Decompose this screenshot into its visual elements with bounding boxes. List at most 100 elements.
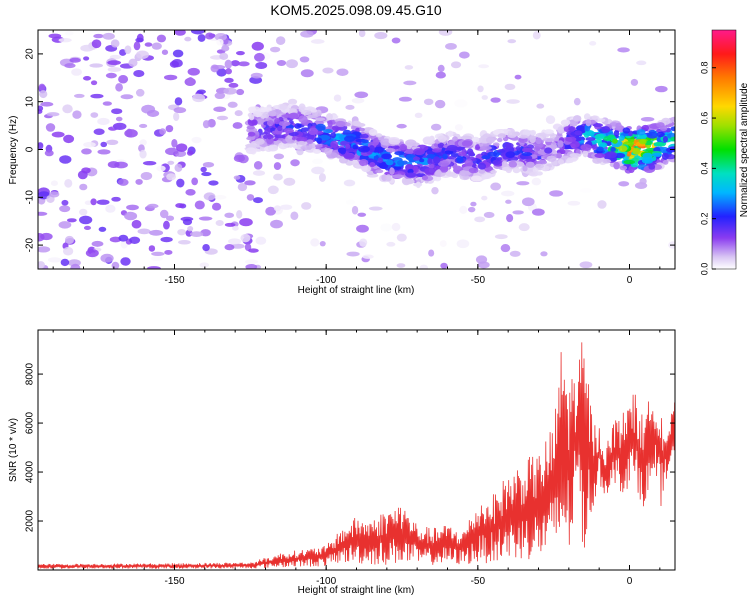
heatmap-cell — [519, 134, 529, 139]
heatmap-cell — [198, 216, 213, 221]
heatmap-cell — [591, 144, 598, 149]
heatmap-cell — [507, 39, 517, 44]
snr-x-label: Height of straight line (km) — [298, 585, 415, 596]
heatmap-cell — [521, 197, 535, 207]
heatmap-cell — [300, 145, 312, 151]
heatmap-cell — [216, 68, 227, 77]
heatmap-cell — [481, 155, 491, 160]
heatmap-cell — [545, 115, 556, 124]
heatmap-cell — [413, 165, 419, 173]
heatmap-cell — [201, 172, 212, 177]
heatmap-cell — [246, 125, 256, 130]
heatmap-cell — [458, 51, 470, 59]
heatmap-cell — [253, 197, 263, 204]
heatmap-cell — [175, 203, 185, 208]
heatmap-cell — [85, 249, 99, 258]
heatmap-cell — [636, 129, 646, 136]
heatmap-cell — [205, 32, 215, 40]
heatmap-cell — [202, 162, 215, 168]
heatmap-cell — [359, 159, 369, 167]
heatmap-cell — [228, 82, 239, 88]
heatmap-cell — [438, 30, 453, 36]
heatmap-cell — [110, 39, 120, 48]
heatmap-cell — [414, 112, 423, 119]
heatmap-cell — [405, 172, 417, 178]
heatmap-cell — [593, 123, 603, 128]
heatmap-cell — [161, 49, 169, 55]
heatmap-cell — [601, 126, 611, 133]
heatmap-cell — [651, 152, 663, 157]
heatmap-cell — [662, 135, 668, 143]
heatmap-cell — [167, 160, 175, 165]
heatmap-cell — [105, 204, 116, 213]
heatmap-cell — [187, 67, 200, 76]
heatmap-cell — [111, 108, 123, 115]
heatmap-cell — [336, 68, 349, 76]
heatmap-cell — [109, 236, 122, 243]
heatmap-cell — [454, 124, 464, 131]
heatmap-cell — [359, 127, 365, 132]
heatmap-cell — [90, 198, 97, 206]
heatmap-cell — [405, 139, 417, 146]
heatmap-cell — [377, 157, 384, 164]
heatmap-cell — [312, 149, 322, 154]
heatmap-cell — [618, 145, 628, 152]
heatmap-cell — [399, 143, 408, 151]
heatmap-cell — [531, 177, 542, 186]
heatmap-cell — [288, 112, 299, 120]
heatmap-cell — [294, 123, 302, 129]
heatmap-cell — [343, 179, 356, 187]
heatmap-cell — [51, 131, 65, 138]
heatmap-cell — [187, 226, 194, 232]
heatmap-cell — [190, 30, 205, 35]
spectrogram-y-tick-label: -10 — [25, 190, 36, 205]
heatmap-cell — [500, 244, 511, 253]
heatmap-cell — [93, 33, 104, 39]
heatmap-cell — [69, 57, 81, 63]
heatmap-cell — [224, 244, 235, 251]
heatmap-cell — [112, 122, 127, 131]
heatmap-cell — [556, 152, 562, 159]
heatmap-cell — [200, 166, 207, 173]
heatmap-cell — [59, 155, 72, 164]
heatmap-cell — [403, 80, 417, 86]
heatmap-cell — [452, 136, 458, 142]
heatmap-cell — [386, 241, 396, 247]
heatmap-cell — [283, 128, 294, 134]
heatmap-cell — [525, 158, 536, 163]
heatmap-cell — [505, 199, 512, 204]
heatmap-cell — [66, 218, 77, 223]
heatmap-cell — [115, 83, 123, 92]
heatmap-cell — [380, 138, 392, 146]
heatmap-cell — [368, 145, 375, 153]
heatmap-cell — [38, 233, 45, 242]
heatmap-cell — [310, 39, 325, 44]
heatmap-cell — [118, 74, 129, 84]
heatmap-cell — [343, 153, 355, 159]
heatmap-cell — [391, 222, 401, 232]
heatmap-cell — [38, 261, 45, 269]
heatmap-cell — [169, 60, 180, 68]
heatmap-cell — [89, 63, 104, 68]
heatmap-cell — [532, 31, 541, 40]
heatmap-cell — [560, 119, 571, 126]
spectrogram-y-tick-label: 10 — [25, 96, 36, 108]
heatmap-cell — [437, 142, 445, 149]
heatmap-cell — [310, 108, 318, 113]
heatmap-cell — [458, 151, 466, 157]
heatmap-cell — [602, 152, 612, 159]
heatmap-cell — [670, 116, 675, 122]
heatmap-cell — [428, 249, 435, 257]
heatmap-cell — [531, 208, 545, 216]
heatmap-cell — [275, 36, 286, 45]
heatmap-cell — [62, 104, 73, 114]
heatmap-cell — [446, 144, 458, 152]
spectrogram-x-tick-label: -50 — [471, 275, 486, 286]
heatmap-cell — [287, 142, 294, 148]
heatmap-cell — [236, 210, 243, 219]
heatmap-cell — [557, 126, 565, 134]
heatmap-cell — [343, 135, 356, 142]
heatmap-cell — [478, 64, 490, 69]
heatmap-cell — [100, 141, 108, 148]
heatmap-cell — [225, 68, 232, 75]
